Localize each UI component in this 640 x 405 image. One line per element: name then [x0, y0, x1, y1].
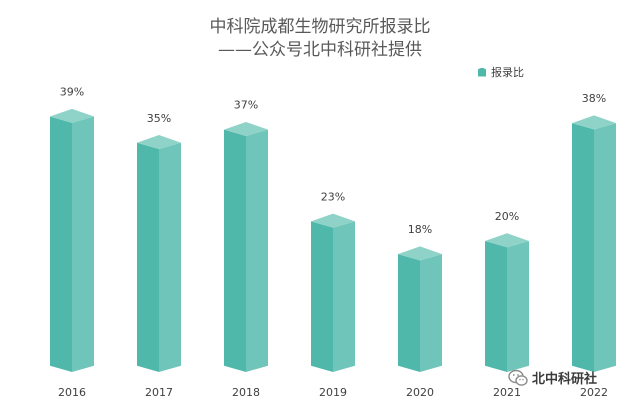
data-label-2019: 23%	[321, 190, 345, 203]
bar-2022	[572, 115, 616, 372]
bar-2020	[398, 246, 442, 372]
bar-front-2019	[311, 221, 333, 372]
watermark: 北中科研社	[508, 368, 597, 387]
bar-top-2018	[224, 121, 268, 136]
data-label-2017: 35%	[147, 112, 171, 125]
data-label-2018: 37%	[234, 99, 258, 112]
x-tick-2018: 2018	[232, 386, 260, 399]
bar-front-2017	[137, 142, 159, 372]
bar-front-2020	[398, 254, 420, 372]
bar-2017	[137, 135, 181, 372]
data-label-2022: 38%	[582, 92, 606, 105]
bar-2021	[485, 233, 529, 372]
bar-2019	[311, 213, 355, 372]
bar-side-2018	[246, 129, 268, 372]
bar-top-2017	[137, 135, 181, 150]
bar-side-2017	[159, 142, 181, 372]
data-label-2021: 20%	[495, 210, 519, 223]
x-tick-2017: 2017	[145, 386, 173, 399]
bar-front-2021	[485, 241, 507, 372]
legend-swatch	[478, 67, 486, 77]
bar-top-2020	[398, 246, 442, 261]
watermark-text: 北中科研社	[532, 372, 598, 387]
wechat-icon	[508, 369, 528, 386]
data-label-2016: 39%	[60, 86, 84, 99]
bar-2018	[224, 121, 268, 372]
bar-side-2016	[72, 116, 94, 372]
data-label-2020: 18%	[408, 223, 432, 236]
chart-title: 中科院成都生物研究所报录比	[209, 17, 431, 37]
bar-front-2018	[224, 129, 246, 372]
bar-side-2022	[594, 123, 616, 372]
bar-side-2021	[507, 241, 529, 372]
x-tick-2022: 2022	[580, 386, 608, 399]
bar-top-2021	[485, 233, 529, 248]
bar-side-2019	[333, 221, 355, 372]
chart-subtitle: ——公众号北中科研社提供	[218, 40, 422, 60]
bar-front-2016	[50, 116, 72, 372]
legend-label: 报录比	[491, 66, 524, 79]
bar-top-2019	[311, 213, 355, 228]
x-tick-2020: 2020	[406, 386, 434, 399]
bar-top-2016	[50, 108, 94, 123]
bar-side-2020	[420, 254, 442, 372]
x-tick-2016: 2016	[58, 386, 86, 399]
bar-top-2022	[572, 115, 616, 130]
legend: 报录比	[478, 64, 524, 80]
x-tick-2021: 2021	[493, 386, 521, 399]
bar-2016	[50, 108, 94, 372]
bar-front-2022	[572, 123, 594, 372]
x-tick-2019: 2019	[319, 386, 347, 399]
